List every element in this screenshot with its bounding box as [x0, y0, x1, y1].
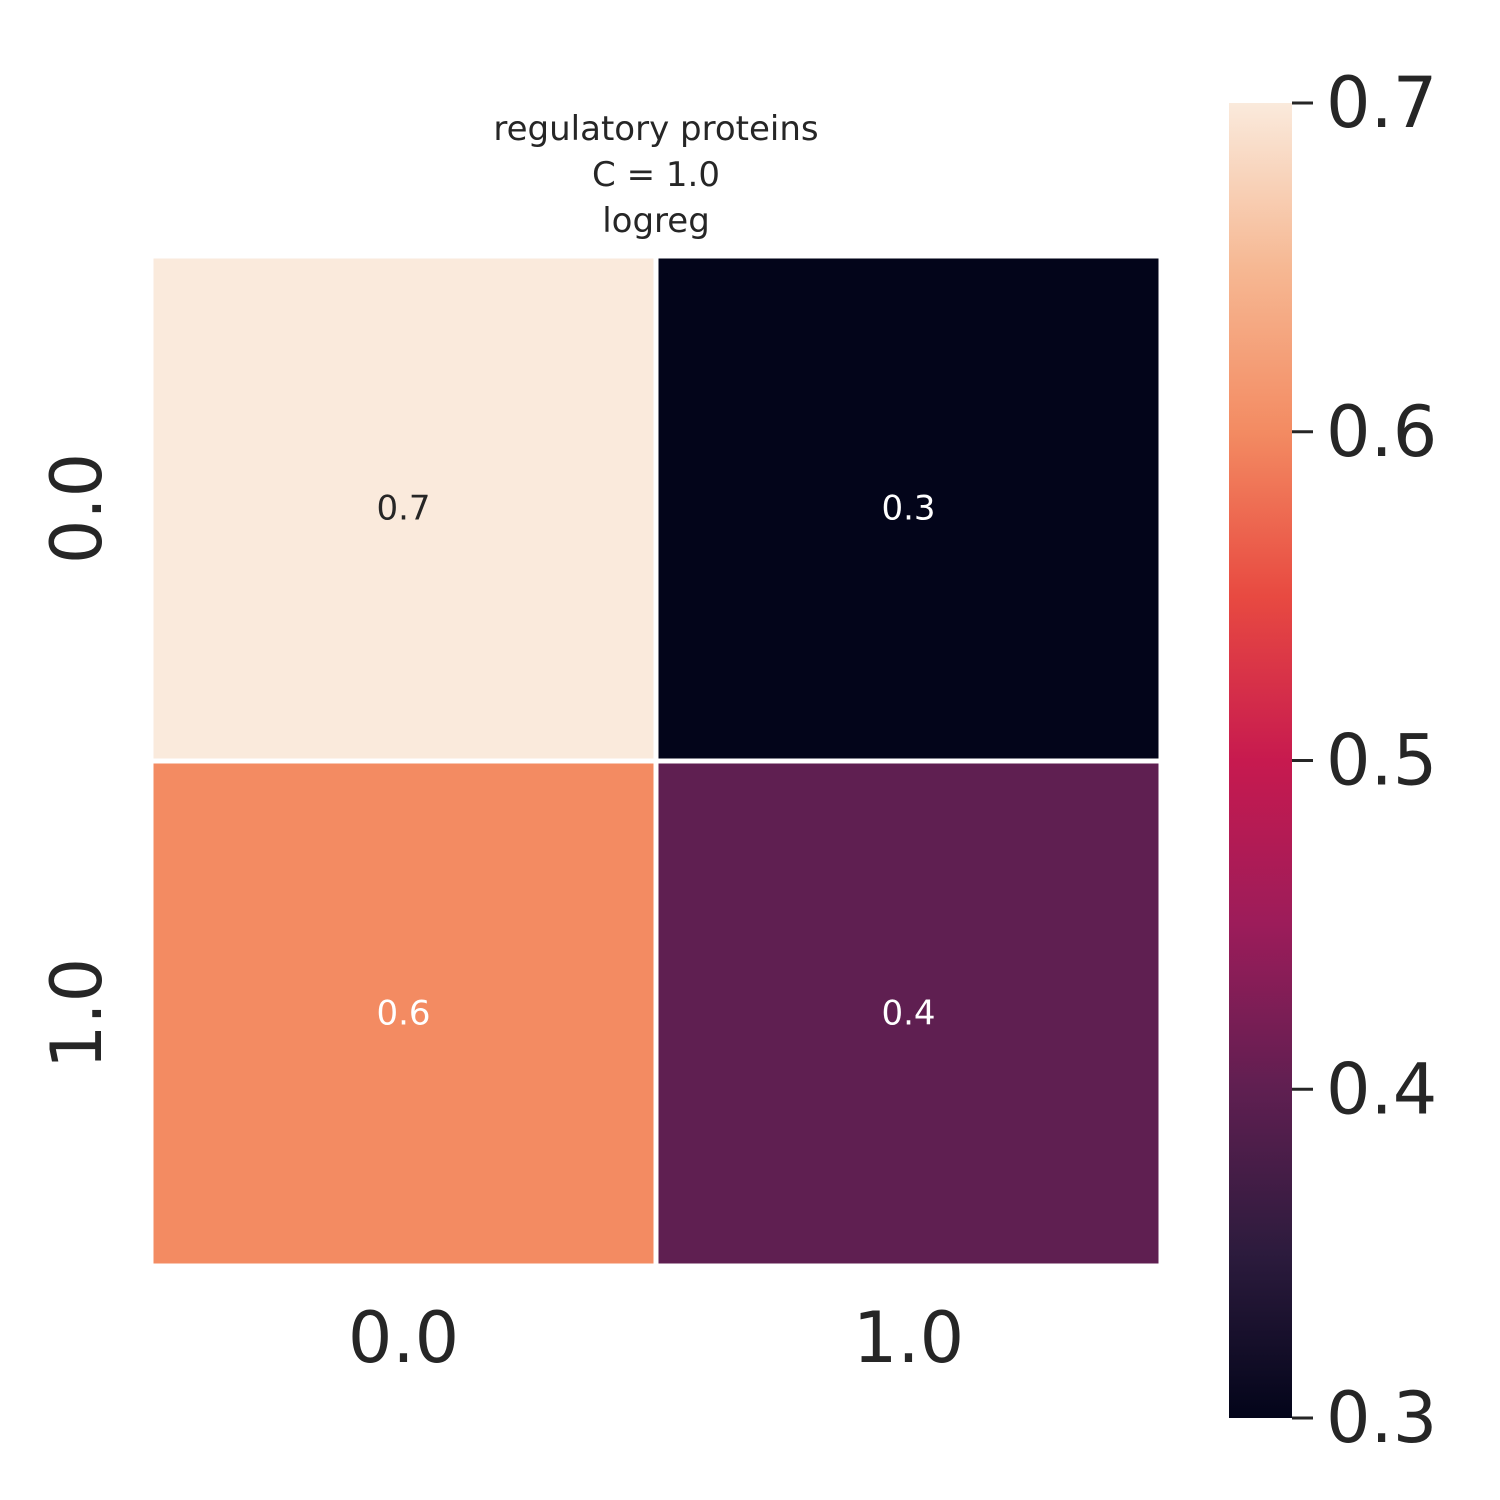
title-line-3: logreg — [602, 201, 710, 241]
colorbar-gradient-bar — [1229, 103, 1292, 1418]
cell-value-label-r0-c0: 0.7 — [376, 489, 430, 529]
x-tick-label: 0.0 — [348, 1297, 459, 1379]
cell-value-label-r1-c1: 0.4 — [881, 994, 935, 1034]
cell-value-label-r1-c0: 0.6 — [376, 994, 430, 1034]
colorbar-tick-label: 0.5 — [1326, 720, 1437, 802]
chart-title: regulatory proteins C = 1.0 logreg — [493, 109, 818, 241]
colorbar-tick-label: 0.7 — [1326, 62, 1437, 144]
x-axis-tick-labels: 0.0 1.0 — [348, 1297, 964, 1379]
colorbar: 0.3 0.4 0.5 0.6 0.7 — [1229, 62, 1437, 1459]
heatmap-cell-r0-c0 — [148, 253, 659, 764]
heatmap-cell-r0-c1 — [653, 253, 1164, 764]
title-line-2: C = 1.0 — [592, 155, 720, 195]
colorbar-tick-label: 0.3 — [1326, 1377, 1437, 1459]
cell-value-label-r0-c1: 0.3 — [881, 489, 935, 529]
x-tick-label: 1.0 — [853, 1297, 964, 1379]
colorbar-tick-label: 0.6 — [1326, 391, 1437, 473]
title-line-1: regulatory proteins — [493, 109, 818, 149]
y-axis-tick-labels: 0.0 1.0 — [36, 453, 118, 1069]
heatmap-cells: 0.7 0.3 0.6 0.4 — [148, 253, 1164, 1269]
heatmap-cell-r1-c0 — [148, 758, 659, 1269]
heatmap-cell-r1-c1 — [653, 758, 1164, 1269]
y-tick-label: 1.0 — [36, 958, 118, 1069]
y-tick-label: 0.0 — [36, 453, 118, 564]
colorbar-tick-label: 0.4 — [1326, 1048, 1437, 1130]
